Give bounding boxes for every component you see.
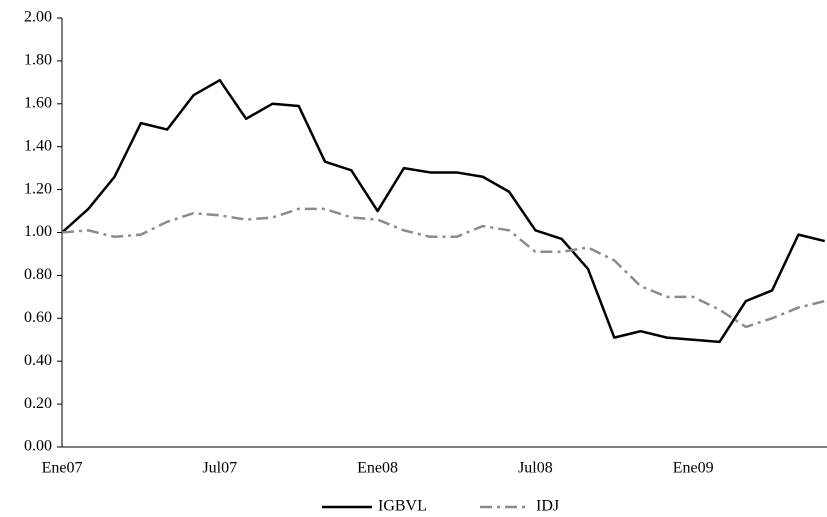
y-tick-label: 1.20 — [24, 180, 52, 197]
x-tick-label: Ene07 — [42, 460, 83, 477]
y-tick-label: 0.80 — [24, 266, 52, 283]
series-line — [61, 78, 825, 344]
y-tick-label: 0.00 — [24, 438, 52, 455]
y-tick-label: 0.20 — [24, 395, 52, 412]
x-tick-label: Jul07 — [202, 460, 237, 477]
y-tick-label: 2.00 — [24, 9, 52, 26]
y-tick-label: 0.40 — [24, 352, 52, 369]
legend-label: IGBVL — [378, 498, 427, 515]
y-tick-label: 1.00 — [24, 223, 52, 240]
y-tick-label: 1.80 — [24, 52, 52, 69]
series-line — [61, 207, 825, 329]
x-tick-label: Ene08 — [357, 460, 398, 477]
y-tick-label: 0.60 — [24, 309, 52, 326]
legend-label: IDJ — [536, 498, 559, 515]
x-tick-label: Jul08 — [518, 460, 553, 477]
y-tick-label: 1.40 — [24, 137, 52, 154]
x-tick-label: Ene09 — [673, 460, 714, 477]
y-tick-label: 1.60 — [24, 94, 52, 111]
